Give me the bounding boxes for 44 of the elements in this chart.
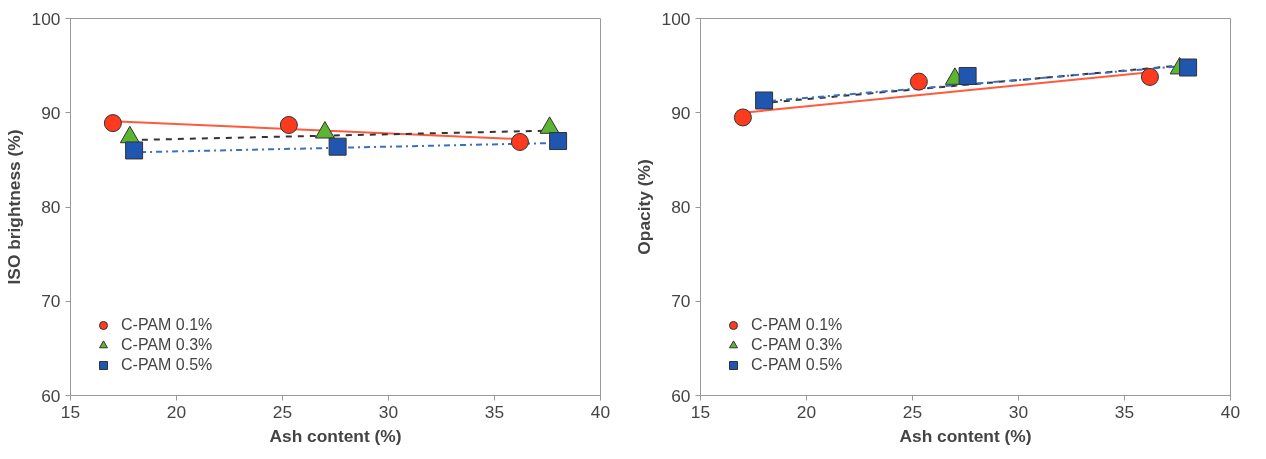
x-tick-label: 20 xyxy=(166,401,187,422)
point xyxy=(755,91,774,110)
point xyxy=(328,137,347,156)
point xyxy=(510,132,529,151)
point xyxy=(1179,58,1198,77)
x-tick-label: 25 xyxy=(902,401,923,422)
x-tick-label: 35 xyxy=(484,401,505,422)
y-axis-title: ISO brightness (%) xyxy=(3,129,24,285)
legend-label: C-PAM 0.3% xyxy=(751,336,843,354)
x-tick-label: 15 xyxy=(60,401,81,422)
y-tick-label: 100 xyxy=(661,8,691,29)
legend-label: C-PAM 0.1% xyxy=(751,316,843,334)
x-tick-label: 40 xyxy=(590,401,611,422)
x-tick-label: 20 xyxy=(796,401,817,422)
point xyxy=(733,108,752,127)
point xyxy=(1140,67,1159,86)
y-tick-label: 100 xyxy=(31,8,61,29)
x-tick-label: 25 xyxy=(272,401,293,422)
y-axis-title: Opacity (%) xyxy=(633,159,654,255)
y-tick-label: 90 xyxy=(671,102,691,123)
x-tick-label: 35 xyxy=(1114,401,1135,422)
x-axis-title: Ash content (%) xyxy=(269,425,402,446)
y-tick-label: 60 xyxy=(671,385,691,406)
legend-label: C-PAM 0.1% xyxy=(121,316,213,334)
legend-label: C-PAM 0.5% xyxy=(121,356,213,374)
x-axis-title: Ash content (%) xyxy=(899,425,1032,446)
legend-label: C-PAM 0.3% xyxy=(121,336,213,354)
x-tick-label: 30 xyxy=(378,401,399,422)
x-tick-label: 40 xyxy=(1220,401,1241,422)
legend-label: C-PAM 0.5% xyxy=(751,356,843,374)
y-tick-label: 80 xyxy=(41,197,61,217)
x-tick-label: 30 xyxy=(1008,401,1029,422)
y-tick-label: 70 xyxy=(41,291,61,312)
point xyxy=(909,72,928,91)
y-tick-label: 60 xyxy=(41,385,61,406)
point xyxy=(125,141,144,160)
x-tick-label: 15 xyxy=(690,401,711,422)
point xyxy=(279,116,298,134)
point xyxy=(958,66,977,85)
point xyxy=(549,132,568,151)
point xyxy=(103,114,122,133)
y-tick-label: 90 xyxy=(41,102,61,123)
y-tick-label: 70 xyxy=(671,291,691,312)
y-tick-label: 80 xyxy=(671,197,691,217)
